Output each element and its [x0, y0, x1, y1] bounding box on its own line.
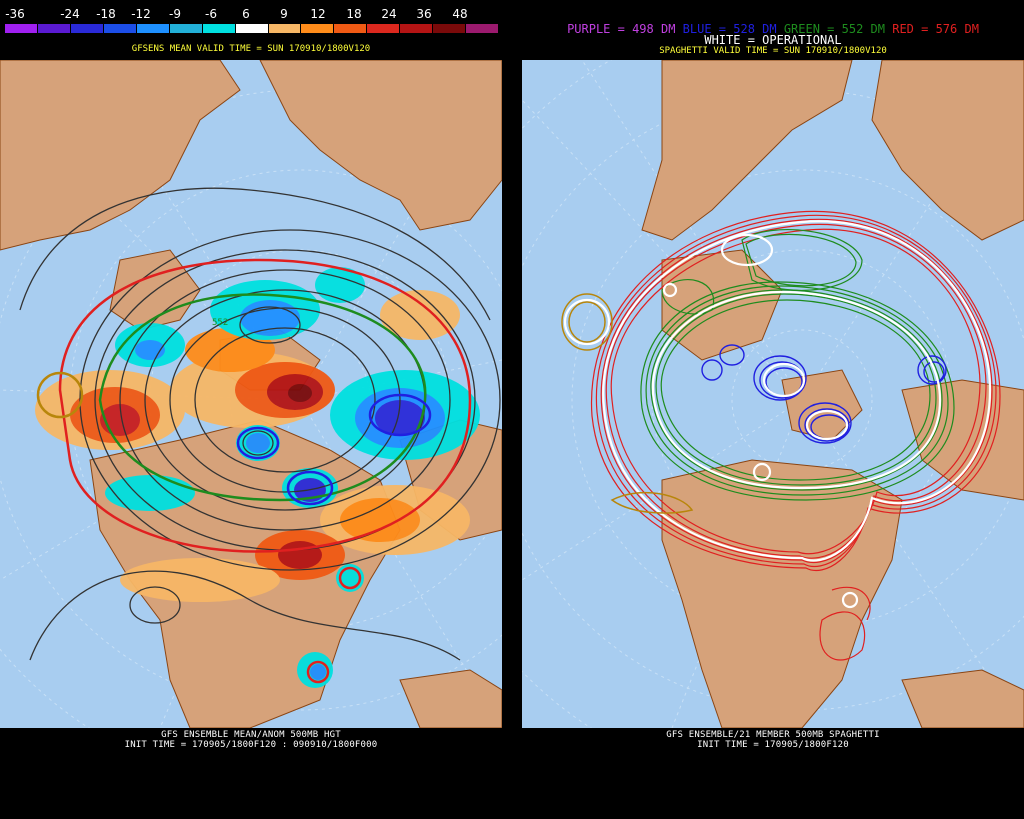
legend-purple: PURPLE = 498 DM: [567, 22, 676, 36]
ensemble-mean-panel: -36 -24 -18 -12 -9 -6 6 9 12 18 24 36 48…: [0, 0, 502, 819]
colorbar-swatch: [103, 24, 137, 33]
colorbar-swatch: [301, 24, 335, 33]
map-caption-line1: GFS ENSEMBLE MEAN/ANOM 500MB HGT: [161, 730, 341, 740]
colorbar-swatch: [37, 24, 71, 33]
colorbar-label: 6: [242, 7, 250, 21]
anomaly-colorbar: [5, 24, 500, 33]
colorbar-label: 9: [280, 7, 288, 21]
colorbar-swatch: [70, 24, 104, 33]
red-576-contours: [590, 210, 1001, 661]
colorbar-label: 18: [346, 7, 362, 21]
colorbar-swatch: [466, 24, 500, 33]
map-caption-line1: GFS ENSEMBLE/21 MEMBER 500MB SPAGHETTI: [666, 730, 880, 740]
spaghetti-map: [522, 60, 1024, 728]
colorbar-label: 24: [381, 7, 397, 21]
legend-red: RED = 576 DM: [892, 22, 979, 36]
legend-green: GREEN = 552 DM: [783, 22, 885, 36]
highlight-contours: [36, 258, 472, 684]
colorbar-swatch: [202, 24, 236, 33]
spaghetti-legend: PURPLE = 498 DM BLUE = 528 DM GREEN = 55…: [522, 22, 1024, 36]
contour-label: 552: [212, 318, 228, 328]
map-caption-line2: INIT TIME = 170905/1800F120 : 090910/180…: [124, 740, 378, 750]
colorbar-swatch: [235, 24, 269, 33]
colorbar-label: 48: [452, 7, 468, 21]
colorbar-label: -18: [96, 7, 116, 21]
map-title: GFSENS MEAN VALID TIME = SUN 170910/1800…: [131, 44, 371, 54]
colorbar-swatch: [334, 24, 368, 33]
colorbar-swatch: [136, 24, 170, 33]
height-contours: [19, 187, 501, 661]
colorbar-swatch: [400, 24, 434, 33]
colorbar-swatch: [268, 24, 302, 33]
green-552-contours: [640, 229, 955, 501]
map-caption-line2: INIT TIME = 170905/1800F120: [697, 740, 849, 750]
colorbar-label: -24: [60, 7, 80, 21]
land-masses: [641, 60, 1024, 728]
gold-contours: [561, 293, 694, 514]
colorbar-label: -36: [5, 7, 25, 21]
colorbar-label: -6: [205, 7, 217, 21]
ensemble-mean-map: 552: [0, 60, 502, 728]
colorbar-swatch: [5, 24, 38, 33]
legend-blue: BLUE = 528 DM: [682, 22, 777, 36]
legend-white: WHITE = OPERATIONAL: [704, 33, 842, 47]
colorbar-label: 12: [310, 7, 326, 21]
spaghetti-panel: PURPLE = 498 DM BLUE = 528 DM GREEN = 55…: [522, 0, 1024, 819]
colorbar-labels: -36 -24 -18 -12 -9 -6 6 9 12 18 24 36 48: [0, 7, 502, 21]
colorbar-label: -9: [169, 7, 181, 21]
operational-contours: [563, 220, 992, 609]
colorbar-swatch: [433, 24, 467, 33]
colorbar-label: -12: [131, 7, 151, 21]
colorbar-label: 36: [416, 7, 432, 21]
colorbar-swatch: [169, 24, 203, 33]
map-title: SPAGHETTI VALID TIME = SUN 170910/1800V1…: [659, 46, 887, 56]
colorbar-swatch: [367, 24, 401, 33]
